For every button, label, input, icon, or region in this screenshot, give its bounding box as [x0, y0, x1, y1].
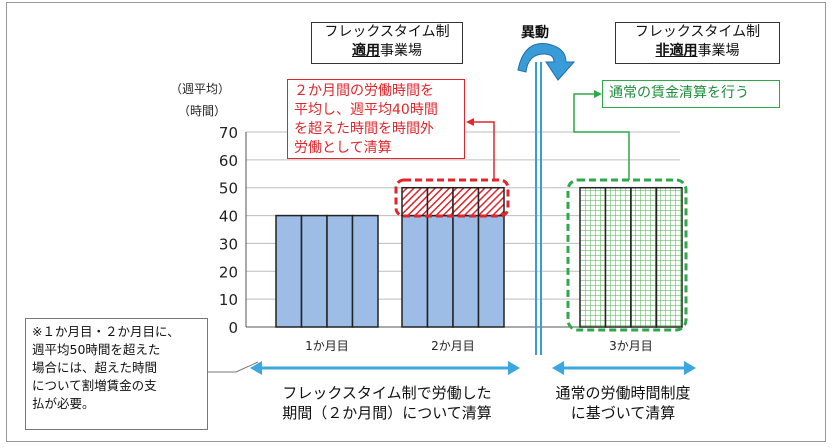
- bar-segment: [477, 186, 505, 217]
- bar-segment: [351, 214, 379, 328]
- header-applied-bold: 適用: [352, 43, 380, 59]
- bar-segment: [300, 214, 328, 328]
- y-tick-label: 40: [219, 208, 238, 226]
- y-tick-label: 60: [219, 152, 238, 170]
- bar-segment: [452, 214, 480, 328]
- bar-segment: [655, 186, 683, 328]
- note-box: ※１か月目・２か月目に、 週平均50時間を超えた 場合には、超えた時間 について…: [25, 318, 208, 430]
- header-applied: フレックスタイム制 適用事業場: [311, 22, 463, 64]
- green-callout: 通常の賃金清算を行う: [602, 80, 780, 108]
- header-nonapplied-line1: フレックスタイム制: [634, 24, 761, 40]
- y-unit-line1: （週平均）: [170, 82, 231, 96]
- x-tick-label: 2か月目: [431, 339, 475, 353]
- bar-segment: [579, 186, 607, 328]
- y-tick-label: 20: [219, 263, 238, 281]
- green-connector: [573, 93, 630, 180]
- bar-segment: [452, 186, 480, 217]
- y-unit-line2: （時間）: [178, 104, 227, 118]
- red-callout: ２か月間の労働時間を 平均し、週平均40時間 を超えた時間を時間外 労働として清…: [287, 79, 465, 159]
- header-nonapplied-bold: 非適用: [655, 43, 698, 59]
- red-connector: [468, 121, 495, 180]
- x-tick-label: 1か月目: [305, 339, 349, 353]
- y-tick-label: 30: [219, 235, 238, 253]
- bar-segment: [426, 214, 454, 328]
- y-tick-label: 70: [219, 124, 238, 142]
- x-tick-label: 3か月目: [609, 339, 653, 353]
- y-tick-label: 0: [228, 319, 238, 337]
- bottom-right-text: 通常の労働時間制度 に基づいて清算: [555, 384, 691, 422]
- bar-segment: [401, 186, 429, 217]
- bar-segment: [426, 186, 454, 217]
- y-tick-label: 10: [219, 291, 238, 309]
- header-nonapplied-rest: 事業場: [697, 43, 740, 59]
- note-connector: [208, 361, 259, 373]
- bottom-left-text: フレックスタイム制で労働した 期間（２か月間）について清算: [282, 384, 492, 422]
- figure-frame: [6, 2, 826, 442]
- header-nonapplied: フレックスタイム制 非適用事業場: [615, 22, 780, 64]
- transfer-arrow: [517, 43, 576, 81]
- y-tick-label: 50: [219, 180, 238, 198]
- left-period-arrow: [250, 361, 520, 375]
- green-dashed-highlight: [566, 178, 688, 332]
- bar-segment: [401, 214, 429, 328]
- red-dashed-highlight: [394, 178, 510, 218]
- transfer-label: 異動: [521, 25, 549, 41]
- header-applied-line1: フレックスタイム制: [324, 24, 450, 40]
- right-period-arrow: [552, 361, 696, 375]
- bar-segment: [477, 214, 505, 328]
- header-applied-rest: 事業場: [380, 43, 422, 59]
- bar-segment: [326, 214, 354, 328]
- bar-segment: [604, 186, 632, 328]
- bar-segment: [275, 214, 303, 328]
- bar-segment: [630, 186, 658, 328]
